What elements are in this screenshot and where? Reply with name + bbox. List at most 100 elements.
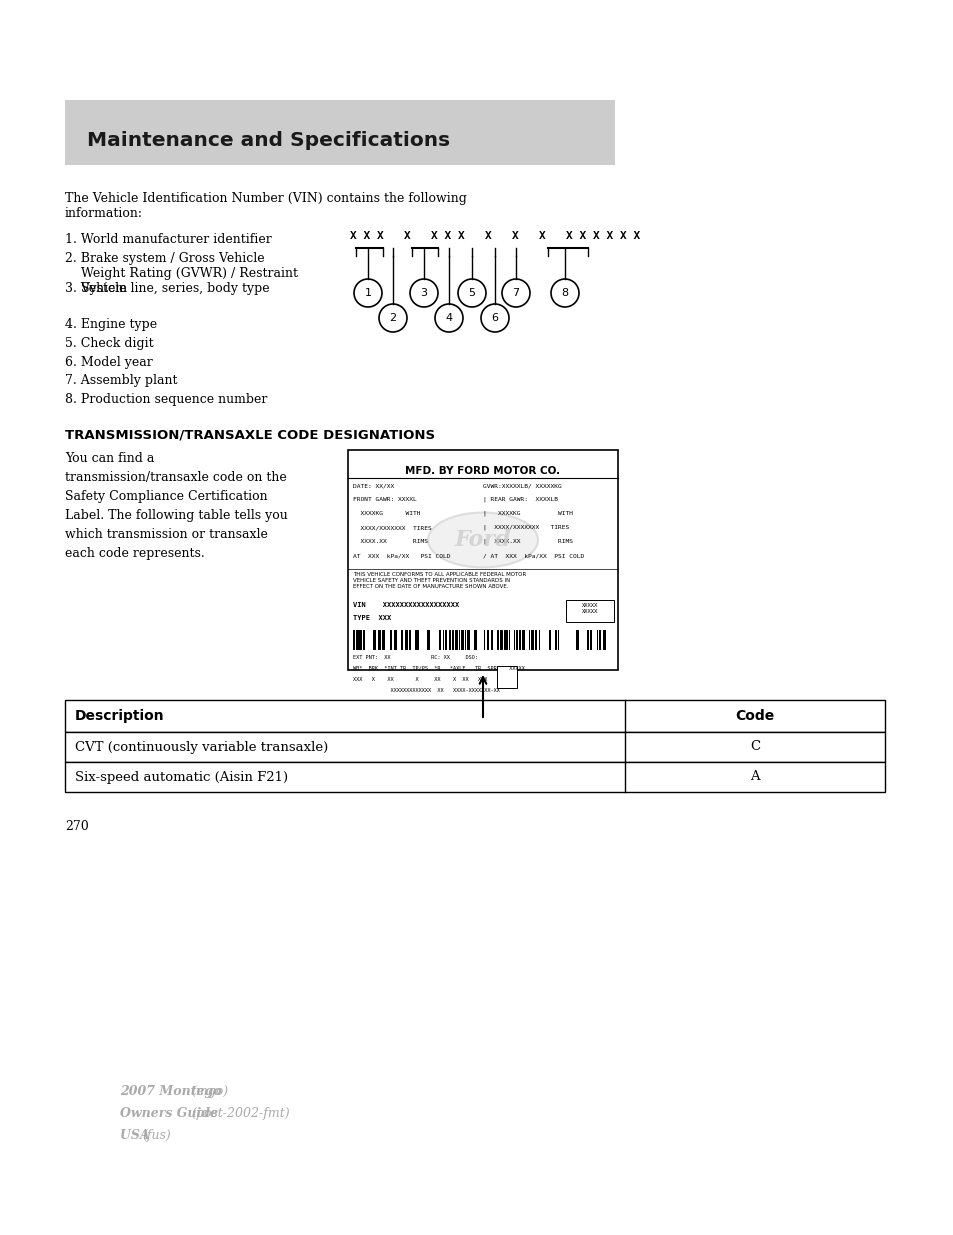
Text: 6. Model year: 6. Model year [65,356,152,369]
Bar [497,630,498,650]
Bar [394,630,396,650]
Bar [439,630,440,650]
Text: 1: 1 [364,288,371,298]
Text: WB*  BRK  *INT TR  TP/PS  *R   *AXLE   TR  SPR    XXXXX: WB* BRK *INT TR TP/PS *R *AXLE TR SPR XX… [353,666,524,671]
Text: Description: Description [75,709,165,722]
Text: 270: 270 [65,820,89,832]
Bar [359,630,361,650]
Bar [530,630,534,650]
Text: | REAR GAWR:  XXXXLB: | REAR GAWR: XXXXLB [482,496,558,503]
Text: Maintenance and Specifications: Maintenance and Specifications [87,131,450,149]
Text: 3: 3 [420,288,427,298]
Text: (post-2002-fmt): (post-2002-fmt) [192,1107,290,1120]
Text: (fus): (fus) [142,1129,171,1142]
Text: A: A [749,771,759,783]
Text: XXXXX
XXXXX: XXXXX XXXXX [581,603,598,614]
Text: 8. Production sequence number: 8. Production sequence number [65,393,267,406]
Bar [499,630,502,650]
Text: 1. World manufacturer identifier: 1. World manufacturer identifier [65,233,272,246]
Text: XXXX/XXXXXXX  TIRES: XXXX/XXXXXXX TIRES [353,525,432,530]
Text: 4. Engine type: 4. Engine type [65,317,157,331]
Text: 6: 6 [491,312,498,324]
Bar [598,630,600,650]
Bar [353,630,355,650]
Text: 7. Assembly plant: 7. Assembly plant [65,374,177,387]
Bar [474,630,476,650]
Bar [381,630,385,650]
Bar [362,630,365,650]
Text: USA: USA [120,1129,153,1142]
Bar [587,630,588,650]
Text: XXXXKG      WITH: XXXXKG WITH [353,511,420,516]
Bar [373,630,375,650]
Text: CVT (continuously variable transaxle): CVT (continuously variable transaxle) [75,741,328,753]
Text: FRONT GAWR: XXXXL: FRONT GAWR: XXXXL [353,496,416,501]
Bar [400,630,403,650]
Text: C: C [749,741,760,753]
Bar [355,630,358,650]
Text: AT  XXX  kPa/XX   PSI COLD: AT XXX kPa/XX PSI COLD [353,553,450,558]
Bar [415,630,418,650]
Bar [65,700,884,732]
Ellipse shape [428,513,537,568]
Bar [518,630,520,650]
Bar [409,630,411,650]
Bar [377,630,380,650]
Bar [466,630,469,650]
Bar [497,666,517,688]
Text: 4: 4 [445,312,452,324]
Bar [65,762,884,792]
Bar [427,630,430,650]
Text: 8: 8 [561,288,568,298]
Bar [521,630,524,650]
Text: 2. Brake system / Gross Vehicle
    Weight Rating (GVWR) / Restraint
    System: 2. Brake system / Gross Vehicle Weight R… [65,252,297,295]
Bar [490,630,493,650]
Bar [442,630,444,650]
Text: Ford: Ford [455,529,511,551]
Text: 5. Check digit: 5. Check digit [65,337,153,350]
Bar [504,630,506,650]
Text: Code: Code [735,709,774,722]
Text: Six-speed automatic (Aisin F21): Six-speed automatic (Aisin F21) [75,771,288,783]
Bar [576,630,578,650]
Bar [516,630,517,650]
Bar [444,630,447,650]
Bar [348,450,618,671]
Text: GVWR:XXXXXLB/ XXXXXKG: GVWR:XXXXXLB/ XXXXXKG [482,483,561,488]
Text: XXXXXXXXXXXXX  XX   XXXX-XXXXXXX-XX: XXXXXXXXXXXXX XX XXXX-XXXXXXX-XX [353,688,499,693]
Text: MFD. BY FORD MOTOR CO.: MFD. BY FORD MOTOR CO. [405,466,560,475]
Bar [486,630,489,650]
Text: XXX   X    XX       X     XX    X  XX   XXX: XXX X XX X XX X XX XXX [353,677,487,682]
Text: |   XXXXKG          WITH: | XXXXKG WITH [482,511,573,516]
Text: 5: 5 [468,288,475,298]
Text: 3. Vehicle line, series, body type: 3. Vehicle line, series, body type [65,282,270,295]
Text: (mgo): (mgo) [192,1086,229,1098]
Text: |  XXXX.XX          RIMS: | XXXX.XX RIMS [482,538,573,545]
Bar [548,630,550,650]
Bar [65,732,884,762]
Text: Owners Guide: Owners Guide [120,1107,222,1120]
Text: VIN    XXXXXXXXXXXXXXXXXX: VIN XXXXXXXXXXXXXXXXXX [353,601,458,608]
Text: TYPE  XXX: TYPE XXX [353,615,391,621]
Text: THIS VEHICLE CONFORMS TO ALL APPLICABLE FEDERAL MOTOR
VEHICLE SAFETY AND THEFT P: THIS VEHICLE CONFORMS TO ALL APPLICABLE … [353,572,526,589]
Text: 2: 2 [389,312,396,324]
Bar [565,600,614,622]
Text: EXT PNT:  XX             RC: XX     DSO:: EXT PNT: XX RC: XX DSO: [353,655,477,659]
Bar [455,630,457,650]
Text: You can find a
transmission/transaxle code on the
Safety Compliance Certificatio: You can find a transmission/transaxle co… [65,452,288,559]
Bar [390,630,392,650]
Text: DATE: XX/XX: DATE: XX/XX [353,483,394,488]
Text: 7: 7 [512,288,519,298]
Bar [534,630,537,650]
Text: 2007 Montego: 2007 Montego [120,1086,226,1098]
Text: TRANSMISSION/TRANSAXLE CODE DESIGNATIONS: TRANSMISSION/TRANSAXLE CODE DESIGNATIONS [65,429,435,441]
Bar [460,630,464,650]
Bar [449,630,450,650]
Bar [65,100,615,165]
Bar [602,630,605,650]
Text: XXXX.XX       RIMS: XXXX.XX RIMS [353,538,428,543]
Bar [538,630,539,650]
Text: X X X   X   X X X   X   X   X   X X X X X X: X X X X X X X X X X X X X X X X [350,231,639,241]
Bar [405,630,408,650]
Text: The Vehicle Identification Number (VIN) contains the following
information:: The Vehicle Identification Number (VIN) … [65,191,466,220]
